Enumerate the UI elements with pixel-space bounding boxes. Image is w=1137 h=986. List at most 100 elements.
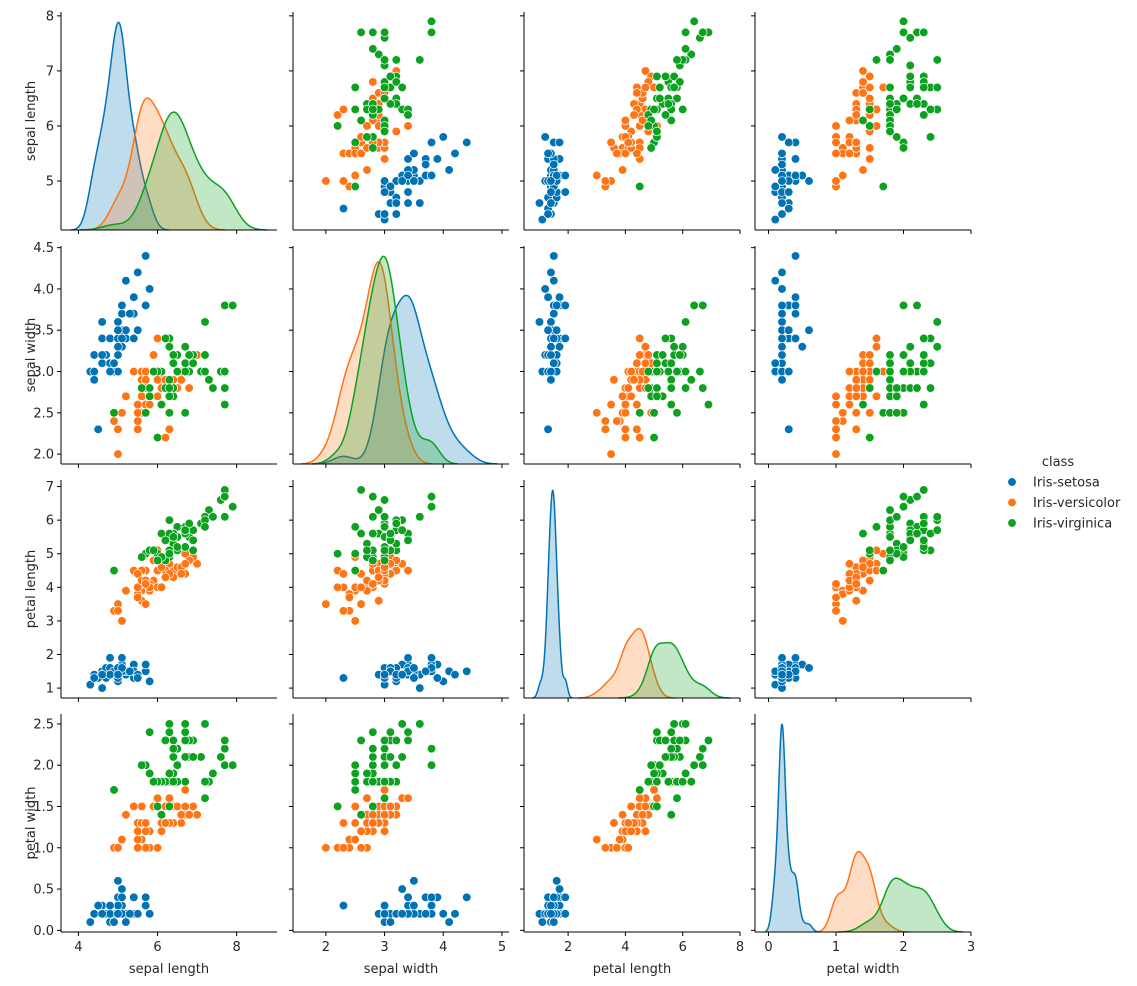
point-Iris-virginica [172,760,182,770]
point-Iris-versicolor [137,391,147,401]
y-tick-label: 4.5 [33,241,54,256]
point-Iris-setosa [777,333,787,344]
point-Iris-virginica [912,300,922,311]
y-tick-label: 2 [46,648,54,663]
point-Iris-versicolor [156,826,167,836]
point-Iris-versicolor [620,408,631,418]
point-Iris-setosa [89,366,99,377]
point-Iris-virginica [905,82,915,93]
point-Iris-virginica [885,350,895,360]
point-Iris-virginica [689,300,699,311]
legend-title: class [1042,455,1074,470]
y-tick-label: 3.5 [33,324,54,339]
point-Iris-versicolor [133,843,143,853]
point-Iris-virginica [385,528,396,539]
kde-fill-Iris-versicolor [300,261,434,464]
point-Iris-versicolor [368,77,378,87]
point-Iris-virginica [680,44,691,54]
y-tick-label: 0.5 [33,883,54,898]
point-Iris-versicolor [332,582,343,592]
point-Iris-virginica [200,317,210,327]
point-Iris-setosa [554,137,565,148]
point-Iris-versicolor [635,333,645,344]
kde-line-Iris-virginica [79,111,268,231]
point-Iris-virginica [885,99,895,109]
point-Iris-virginica [200,366,210,377]
point-Iris-setosa [113,317,123,327]
point-Iris-setosa [546,317,556,327]
point-Iris-versicolor [865,71,875,82]
point-Iris-virginica [168,752,179,762]
x-tick-label: 2 [564,940,572,955]
subplot-petal-length-vs-petal-length [520,480,741,702]
point-Iris-setosa [397,670,407,680]
point-Iris-virginica [426,27,437,38]
point-Iris-setosa [432,154,443,164]
point-Iris-versicolor [368,579,378,589]
point-Iris-virginica [164,383,175,393]
point-Iris-setosa [415,198,425,208]
point-Iris-setosa [784,366,794,377]
point-Iris-versicolor [612,416,622,426]
point-Iris-versicolor [609,375,619,385]
point-Iris-setosa [397,884,407,894]
point-Iris-virginica [919,399,929,410]
point-Iris-setosa [784,424,794,434]
point-Iris-virginica [905,535,915,545]
point-Iris-versicolor [871,333,882,344]
kde-line-Iris-virginica [837,877,963,933]
point-Iris-virginica [660,71,671,82]
point-Iris-setosa [784,203,794,214]
point-Iris-versicolor [121,810,131,820]
point-Iris-setosa [426,900,437,911]
point-Iris-virginica [672,408,682,418]
point-Iris-setosa [379,187,390,197]
point-Iris-virginica [200,777,210,787]
point-Iris-setosa [391,198,401,208]
point-Iris-virginica [905,358,915,368]
point-Iris-virginica [686,375,696,385]
point-Iris-virginica [865,383,875,393]
point-Iris-versicolor [617,165,628,175]
point-Iris-versicolor [362,793,372,803]
point-Iris-setosa [777,267,787,278]
point-Iris-setosa [141,659,151,670]
point-Iris-versicolor [129,366,139,377]
point-Iris-setosa [117,309,127,319]
point-Iris-setosa [403,198,413,208]
point-Iris-virginica [391,55,401,65]
point-Iris-setosa [97,317,107,327]
point-Iris-versicolor [871,342,882,352]
point-Iris-setosa [546,375,556,385]
y-tick-label: 6 [46,119,54,134]
point-Iris-versicolor [152,333,163,344]
point-Iris-virginica [663,777,674,787]
point-Iris-virginica [164,515,175,525]
subplot-petal-length-vs-sepal-width [289,480,509,702]
y-axis-label: sepal length [24,81,39,161]
point-Iris-setosa [804,663,814,673]
point-Iris-versicolor [609,818,619,828]
point-Iris-virginica [898,16,909,27]
point-Iris-setosa [97,350,107,360]
point-Iris-versicolor [629,110,639,120]
point-Iris-virginica [228,300,238,311]
point-Iris-virginica [686,49,696,60]
point-Iris-virginica [703,735,714,746]
point-Iris-virginica [666,744,676,754]
point-Iris-virginica [932,317,942,327]
point-Iris-setosa [546,342,556,352]
point-Iris-virginica [858,115,868,126]
point-Iris-setosa [338,203,349,214]
point-Iris-virginica [200,350,210,360]
point-Iris-virginica [635,181,645,192]
kde-fill-Iris-setosa [765,724,819,932]
point-Iris-setosa [426,137,437,148]
point-Iris-virginica [156,810,167,820]
point-Iris-virginica [200,793,210,803]
point-Iris-versicolor [626,801,636,812]
point-Iris-setosa [403,187,413,197]
y-tick-label: 5 [46,175,54,190]
point-Iris-setosa [777,309,787,319]
point-Iris-setosa [105,653,115,663]
